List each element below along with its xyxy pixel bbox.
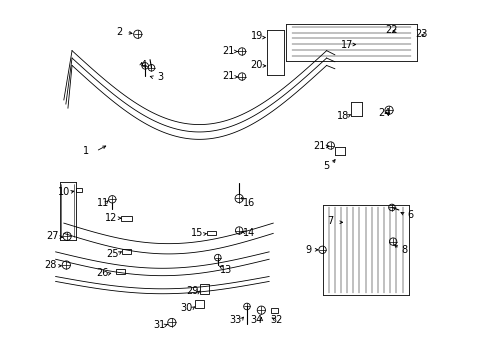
Text: 18: 18 <box>336 111 348 121</box>
Text: 6: 6 <box>407 210 413 220</box>
Text: 8: 8 <box>401 245 407 255</box>
Text: 2: 2 <box>116 27 122 37</box>
Bar <box>194 300 203 308</box>
Text: 30: 30 <box>180 303 192 313</box>
Text: 20: 20 <box>250 60 263 70</box>
Text: 14: 14 <box>242 228 254 238</box>
Bar <box>75 188 81 192</box>
Text: 12: 12 <box>104 213 117 223</box>
Text: 33: 33 <box>229 315 241 325</box>
Text: 3: 3 <box>157 72 163 82</box>
Text: 19: 19 <box>250 31 263 41</box>
Text: 9: 9 <box>305 245 310 255</box>
Text: 22: 22 <box>385 25 397 35</box>
Text: 1: 1 <box>83 146 89 156</box>
Text: 4: 4 <box>141 60 147 70</box>
Text: 17: 17 <box>340 40 353 50</box>
Text: 13: 13 <box>220 265 232 275</box>
Text: 10: 10 <box>58 187 70 197</box>
Bar <box>207 230 216 235</box>
Text: 31: 31 <box>153 320 165 329</box>
Text: 5: 5 <box>323 161 329 171</box>
Text: 23: 23 <box>414 29 427 39</box>
Bar <box>199 284 208 294</box>
Bar <box>122 249 130 254</box>
Text: 21: 21 <box>222 46 234 56</box>
Text: 16: 16 <box>242 198 254 208</box>
Text: 25: 25 <box>106 249 118 259</box>
Text: 15: 15 <box>191 228 203 238</box>
Text: 32: 32 <box>270 315 282 325</box>
Text: 11: 11 <box>97 198 109 208</box>
Text: 27: 27 <box>46 231 59 241</box>
Text: 26: 26 <box>96 268 108 278</box>
Bar <box>121 216 132 221</box>
Text: 7: 7 <box>327 216 333 226</box>
Bar <box>116 269 125 274</box>
Text: 29: 29 <box>186 286 198 296</box>
Text: 21: 21 <box>222 71 234 81</box>
Bar <box>270 308 278 312</box>
Text: 28: 28 <box>44 260 57 270</box>
Text: 34: 34 <box>249 315 262 325</box>
Text: 21: 21 <box>312 141 325 151</box>
Text: 24: 24 <box>377 108 389 118</box>
